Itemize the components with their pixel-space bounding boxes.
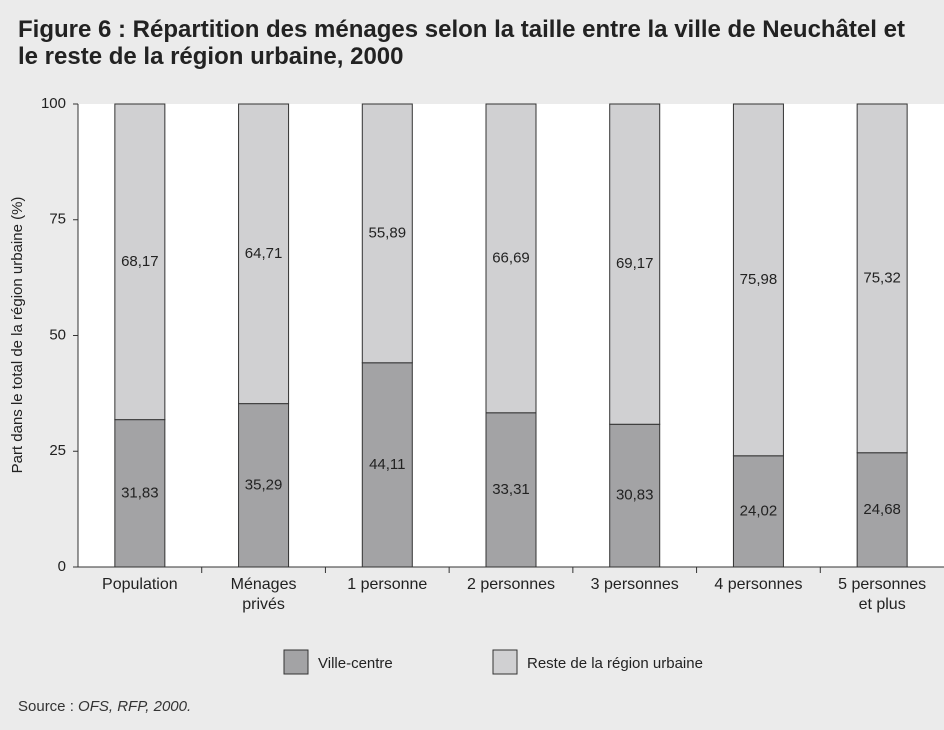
y-tick-label: 50: [49, 326, 66, 343]
data-label: 75,98: [740, 271, 778, 288]
legend-swatch: [492, 649, 518, 675]
data-label: 68,17: [121, 253, 159, 270]
bar-segment: [114, 103, 166, 421]
bar-segment: [361, 103, 413, 364]
data-label: 66,69: [492, 249, 530, 266]
x-tick-label: Ménages privés: [230, 576, 297, 613]
bar-segment: [114, 419, 166, 568]
x-tick-label: 2 personnes: [466, 576, 556, 593]
data-label: 69,17: [616, 255, 654, 272]
chart-title: Figure 6 : Répartition des ménages selon…: [18, 16, 905, 70]
bar-segment: [609, 103, 661, 425]
x-tick-label: 3 personnes: [590, 576, 679, 593]
data-label: 64,71: [245, 245, 283, 262]
data-label: 24,02: [740, 502, 778, 519]
bar-segment: [732, 455, 784, 568]
y-tick-label: 100: [41, 95, 66, 112]
bar-segment: [856, 452, 908, 568]
y-tick-label: 75: [49, 211, 66, 228]
y-tick-label: 0: [58, 558, 66, 575]
bar-segment: [856, 103, 908, 454]
data-label: 24,68: [863, 501, 901, 518]
data-label: 44,11: [369, 456, 405, 473]
data-label: 33,31: [492, 481, 530, 498]
x-tick-label: 5 personnes et plus: [838, 576, 927, 613]
bar-segment: [609, 423, 661, 568]
data-label: 30,83: [616, 487, 654, 504]
data-label: 35,29: [245, 476, 283, 493]
source: Source : OFS, RFP, 2000.: [18, 698, 191, 715]
bar-segment: [238, 403, 290, 568]
bar-segment: [238, 103, 290, 405]
bar-segment: [485, 412, 537, 568]
data-label: 55,89: [369, 224, 407, 241]
x-tick-label: 4 personnes: [714, 576, 803, 593]
data-label: 31,83: [121, 484, 159, 501]
legend-label: Reste de la région urbaine: [527, 655, 703, 672]
y-tick-label: 25: [49, 442, 66, 459]
source-label: Source :: [18, 698, 74, 715]
bar-segment: [732, 103, 784, 457]
data-label: 75,32: [863, 269, 901, 286]
bar-segment: [361, 362, 413, 568]
source-text: OFS, RFP, 2000.: [78, 698, 192, 715]
x-tick-label: Population: [102, 576, 178, 593]
bar-segment: [485, 103, 537, 414]
legend-label: Ville-centre: [318, 655, 393, 672]
legend-swatch: [283, 649, 309, 675]
y-axis-label: Part dans le total de la région urbaine …: [9, 197, 26, 474]
x-tick-label: 1 personne: [347, 576, 428, 593]
